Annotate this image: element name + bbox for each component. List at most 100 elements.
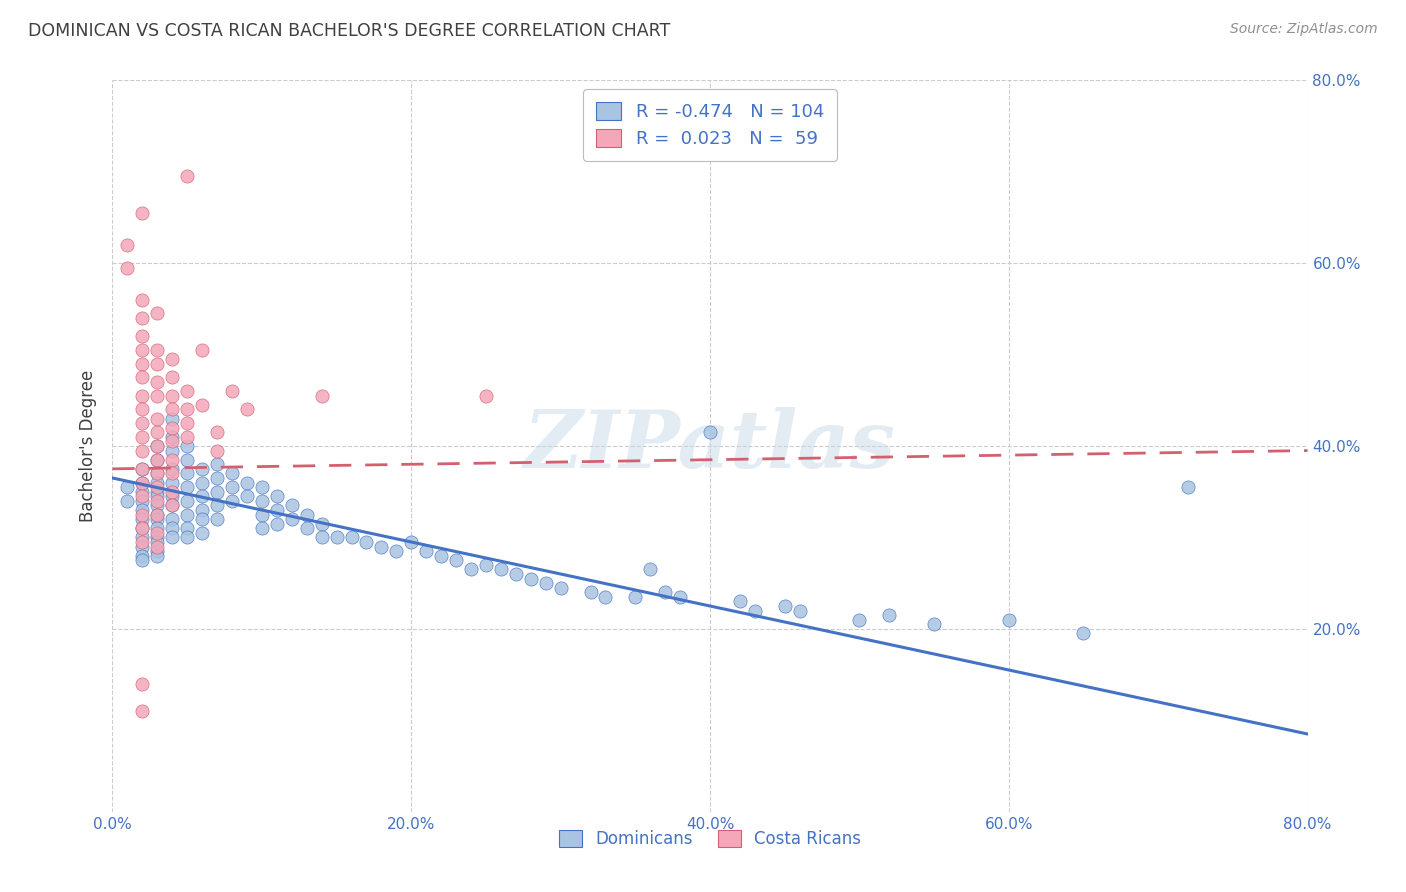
Point	[176, 508, 198, 522]
Point	[176, 402, 198, 417]
Point	[266, 489, 288, 503]
Point	[236, 489, 259, 503]
Point	[191, 398, 214, 412]
Text: Source: ZipAtlas.com: Source: ZipAtlas.com	[1230, 22, 1378, 37]
Point	[162, 489, 183, 503]
Point	[131, 484, 153, 499]
Point	[146, 343, 169, 357]
Point	[146, 508, 169, 522]
Point	[789, 603, 811, 617]
Point	[117, 480, 139, 494]
Point	[131, 535, 153, 549]
Point	[205, 443, 228, 458]
Point	[131, 475, 153, 490]
Point	[117, 260, 139, 275]
Point	[146, 530, 169, 544]
Point	[221, 480, 243, 494]
Point	[266, 503, 288, 517]
Point	[250, 508, 273, 522]
Point	[162, 530, 183, 544]
Point	[176, 169, 198, 184]
Point	[340, 530, 363, 544]
Point	[176, 439, 198, 453]
Point	[146, 467, 169, 481]
Point	[131, 508, 153, 522]
Point	[131, 553, 153, 567]
Point	[146, 467, 169, 481]
Point	[162, 430, 183, 444]
Point	[415, 544, 437, 558]
Point	[131, 389, 153, 403]
Point	[370, 540, 392, 554]
Point	[146, 499, 169, 513]
Point	[131, 549, 153, 563]
Point	[221, 384, 243, 399]
Point	[146, 544, 169, 558]
Point	[117, 238, 139, 252]
Text: ZIPatlas: ZIPatlas	[524, 408, 896, 484]
Point	[191, 489, 214, 503]
Point	[162, 475, 183, 490]
Point	[475, 558, 498, 572]
Point	[131, 311, 153, 326]
Point	[205, 484, 228, 499]
Point	[162, 484, 183, 499]
Point	[176, 480, 198, 494]
Point	[131, 357, 153, 371]
Point	[281, 512, 304, 526]
Point	[205, 425, 228, 440]
Point	[162, 521, 183, 535]
Point	[131, 206, 153, 220]
Point	[131, 443, 153, 458]
Point	[162, 499, 183, 513]
Point	[654, 585, 676, 599]
Point	[191, 503, 214, 517]
Point	[534, 576, 557, 591]
Point	[131, 416, 153, 430]
Point	[162, 370, 183, 384]
Point	[146, 480, 169, 494]
Point	[117, 493, 139, 508]
Point	[176, 530, 198, 544]
Point	[146, 357, 169, 371]
Point	[146, 411, 169, 425]
Point	[236, 402, 259, 417]
Point	[176, 384, 198, 399]
Point	[699, 425, 721, 440]
Point	[131, 540, 153, 554]
Point	[146, 439, 169, 453]
Point	[191, 462, 214, 476]
Point	[295, 508, 318, 522]
Point	[176, 521, 198, 535]
Point	[205, 512, 228, 526]
Point	[638, 562, 662, 576]
Point	[162, 411, 183, 425]
Point	[146, 439, 169, 453]
Point	[460, 562, 482, 576]
Point	[176, 416, 198, 430]
Point	[176, 452, 198, 467]
Point	[998, 613, 1021, 627]
Point	[131, 704, 153, 718]
Point	[146, 540, 169, 554]
Point	[146, 425, 169, 440]
Point	[250, 493, 273, 508]
Point	[176, 430, 198, 444]
Point	[848, 613, 870, 627]
Point	[191, 525, 214, 540]
Point	[162, 462, 183, 476]
Point	[162, 402, 183, 417]
Point	[250, 521, 273, 535]
Y-axis label: Bachelor's Degree: Bachelor's Degree	[79, 370, 97, 522]
Point	[579, 585, 602, 599]
Point	[311, 389, 333, 403]
Point	[281, 499, 304, 513]
Point	[520, 572, 543, 586]
Point	[131, 475, 153, 490]
Point	[728, 594, 751, 608]
Point	[922, 617, 945, 632]
Point	[877, 608, 901, 623]
Point	[162, 352, 183, 367]
Point	[162, 389, 183, 403]
Point	[430, 549, 453, 563]
